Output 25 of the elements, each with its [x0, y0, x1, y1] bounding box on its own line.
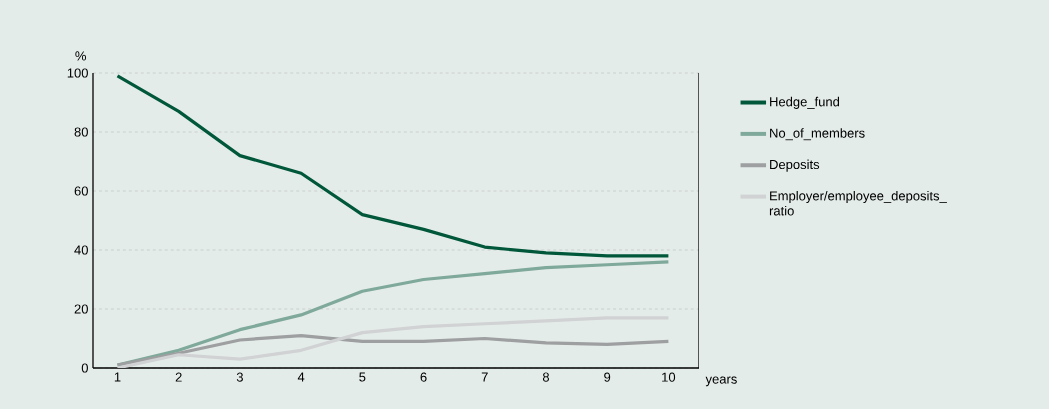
legend-label: Deposits	[770, 159, 820, 172]
x-axis-title: years	[705, 376, 737, 387]
x-tick-label: 1	[114, 372, 121, 382]
y-tick-label: 60	[74, 186, 88, 196]
x-tick-label: 7	[481, 372, 488, 382]
y-tick-label: 100	[67, 68, 88, 78]
y-axis-title: %	[75, 51, 86, 61]
line-series	[115, 74, 670, 258]
x-tick-label: 10	[662, 372, 676, 382]
x-tick-label: 8	[542, 372, 550, 382]
x-tick-label: 6	[420, 372, 427, 382]
y-tick-label: 40	[74, 245, 88, 255]
x-tick-label: 5	[359, 372, 366, 382]
line-series	[115, 316, 670, 368]
x-tick-label: 3	[236, 372, 243, 382]
x-tick-label: 4	[297, 372, 305, 382]
y-tick-label: 80	[74, 127, 88, 137]
y-tick-label: 20	[74, 304, 88, 314]
legend-label: Hedge_fund	[770, 96, 840, 109]
line-series	[115, 333, 670, 367]
legend-label: No_of_members	[770, 128, 865, 141]
x-tick-label: 2	[175, 372, 182, 382]
x-tick-label: 9	[604, 372, 611, 382]
y-tick-label: 0	[81, 363, 88, 373]
legend-label: Employer/employee_deposits_ ratio	[769, 190, 947, 216]
